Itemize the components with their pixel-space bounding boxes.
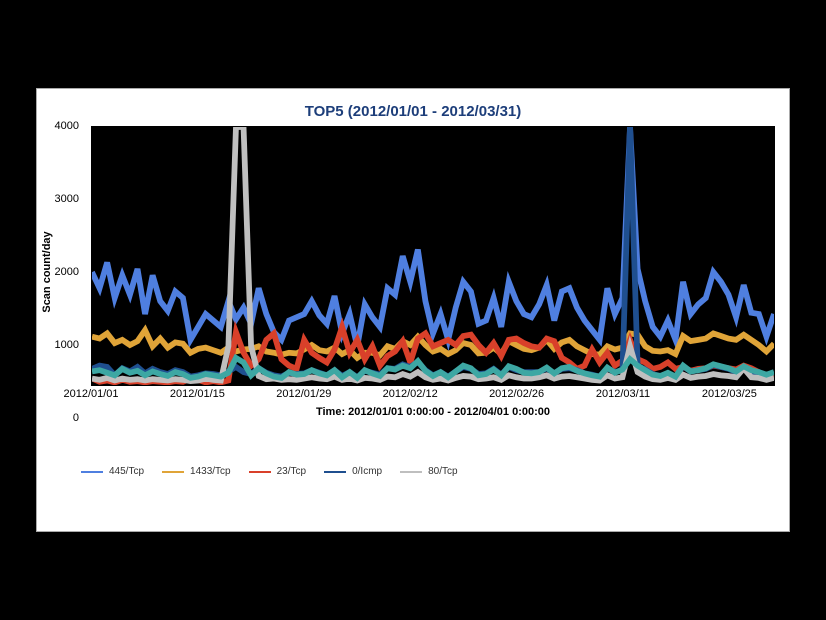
legend-label: 1433/Tcp	[190, 466, 231, 477]
y-axis-label: Scan count/day	[41, 231, 53, 312]
legend-item: 80/Tcp	[400, 466, 457, 477]
legend-item: 445/Tcp	[81, 466, 144, 477]
y-tick-label: 4000	[55, 120, 79, 132]
x-tick-label: 2012/03/11	[596, 388, 650, 400]
legend-swatch	[162, 471, 184, 473]
y-tick-label: 0	[73, 412, 79, 424]
x-tick-label: 2012/01/01	[63, 388, 118, 400]
x-axis-label: Time: 2012/01/01 0:00:00 - 2012/04/01 0:…	[91, 406, 775, 418]
legend-swatch	[249, 471, 271, 473]
x-tick-label: 2012/02/12	[383, 388, 438, 400]
y-tick-label: 1000	[55, 339, 79, 351]
chart-area: Scan count/day 01000200030004000 2012/01…	[91, 126, 775, 418]
y-tick-label: 3000	[55, 193, 79, 205]
x-tick-label: 2012/01/15	[170, 388, 225, 400]
plot-area	[91, 126, 775, 386]
legend-label: 80/Tcp	[428, 466, 457, 477]
x-ticks: 2012/01/012012/01/152012/01/292012/02/12…	[91, 386, 775, 402]
legend-item: 0/Icmp	[324, 466, 382, 477]
chart-title: TOP5 (2012/01/01 - 2012/03/31)	[37, 103, 789, 120]
series-line	[92, 127, 774, 346]
legend-label: 0/Icmp	[352, 466, 382, 477]
legend-item: 1433/Tcp	[162, 466, 231, 477]
legend-label: 23/Tcp	[277, 466, 306, 477]
x-tick-label: 2012/02/26	[489, 388, 544, 400]
x-tick-label: 2012/01/29	[276, 388, 331, 400]
x-tick-label: 2012/03/25	[702, 388, 757, 400]
chart-card: TOP5 (2012/01/01 - 2012/03/31) Scan coun…	[36, 88, 790, 532]
legend-swatch	[81, 471, 103, 473]
line-chart-svg	[92, 127, 774, 385]
legend-swatch	[400, 471, 422, 473]
legend-swatch	[324, 471, 346, 473]
legend-item: 23/Tcp	[249, 466, 306, 477]
legend-label: 445/Tcp	[109, 466, 144, 477]
y-tick-label: 2000	[55, 266, 79, 278]
legend: 445/Tcp 1433/Tcp 23/Tcp 0/Icmp 80/Tcp	[81, 466, 789, 477]
